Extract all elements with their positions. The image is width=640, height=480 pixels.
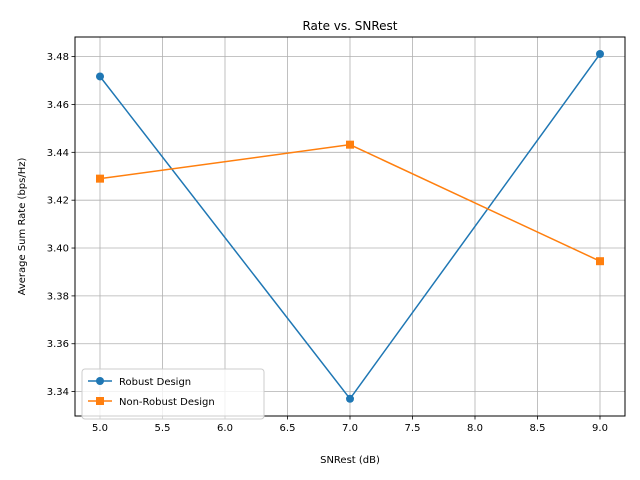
x-axis-label: SNRest (dB) <box>320 455 380 466</box>
x-tick-label: 8.5 <box>530 423 546 434</box>
legend-label: Robust Design <box>119 377 191 388</box>
y-tick-label: 3.48 <box>47 52 69 63</box>
legend-box <box>81 368 265 420</box>
x-tick-label: 7.0 <box>342 423 358 434</box>
y-tick-label: 3.46 <box>47 100 69 111</box>
legend-marker <box>96 397 104 405</box>
data-point <box>96 174 104 183</box>
x-tick-label: 9.0 <box>592 423 608 434</box>
legend-marker <box>96 377 104 385</box>
data-point <box>346 140 354 149</box>
y-tick-label: 3.42 <box>47 196 69 207</box>
y-axis-ticks: 3.34 3.36 3.38 3.40 3.42 3.44 3.46 3.48 <box>47 52 75 398</box>
legend: Robust Design Non-Robust Design <box>81 368 265 420</box>
y-tick-label: 3.38 <box>47 291 69 302</box>
y-tick-label: 3.36 <box>47 339 69 350</box>
legend-label: Non-Robust Design <box>119 397 215 408</box>
x-tick-label: 7.5 <box>405 423 421 434</box>
data-point <box>596 49 604 58</box>
chart-title: Rate vs. SNRest <box>302 19 397 33</box>
legend-item: Non-Robust Design <box>88 397 215 408</box>
y-tick-label: 3.44 <box>47 148 69 159</box>
y-axis-label: Average Sum Rate (bps/Hz) <box>17 158 28 296</box>
data-point <box>346 394 354 403</box>
x-tick-label: 8.0 <box>467 423 483 434</box>
legend-item: Robust Design <box>88 377 191 388</box>
series-1 <box>96 140 604 266</box>
x-tick-label: 5.5 <box>155 423 171 434</box>
x-tick-label: 5.0 <box>92 423 108 434</box>
x-tick-label: 6.0 <box>217 423 233 434</box>
series-0 <box>96 49 604 403</box>
x-tick-label: 6.5 <box>280 423 296 434</box>
y-tick-label: 3.34 <box>47 387 69 398</box>
grid <box>75 37 625 416</box>
data-point <box>96 72 104 81</box>
x-axis-ticks: 5.0 5.5 6.0 6.5 7.0 7.5 8.0 8.5 9.0 <box>92 416 608 434</box>
y-tick-label: 3.40 <box>47 244 69 255</box>
series-layer <box>96 49 604 403</box>
data-point <box>596 257 604 266</box>
